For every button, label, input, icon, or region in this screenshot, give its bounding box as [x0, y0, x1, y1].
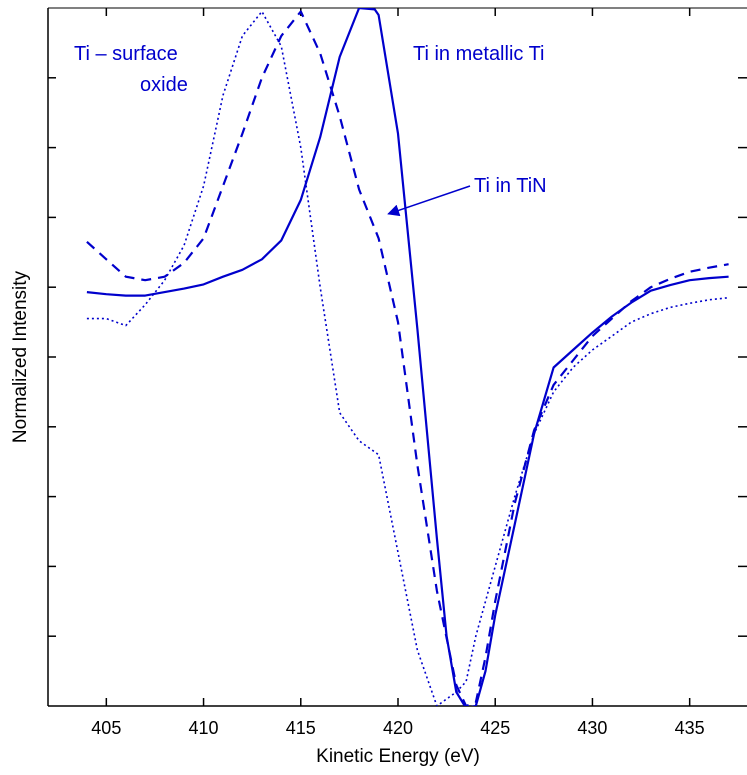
x-tick-label-405: 405 [91, 718, 121, 738]
series-line-dashed [86, 10, 729, 706]
annotation-surface-oxide: Ti – surface oxide [74, 43, 188, 96]
x-tick-label-430: 430 [577, 718, 607, 738]
y-ticks [48, 77, 747, 637]
annotation-surface-oxide-line1: Ti – surface [74, 43, 178, 65]
x-tick-label-420: 420 [383, 718, 413, 738]
series-group [86, 8, 729, 706]
x-tick-label-435: 435 [675, 718, 705, 738]
series-line-dotted [86, 10, 729, 706]
x-ticks: 405 410 415 420 425 430 435 [91, 8, 705, 738]
x-tick-label-410: 410 [189, 718, 219, 738]
x-axis-title: Kinetic Energy (eV) [316, 746, 480, 767]
annotation-tin: Ti in TiN [474, 175, 547, 197]
annotation-metallic-ti: Ti in metallic Ti [413, 43, 545, 65]
x-tick-label-425: 425 [480, 718, 510, 738]
annotation-surface-oxide-line2: oxide [140, 74, 188, 96]
series-line-solid [86, 8, 729, 706]
x-tick-label-415: 415 [286, 718, 316, 738]
y-axis-title: Normalized Intensity [10, 270, 31, 443]
annotation-tin-arrow [387, 185, 471, 217]
